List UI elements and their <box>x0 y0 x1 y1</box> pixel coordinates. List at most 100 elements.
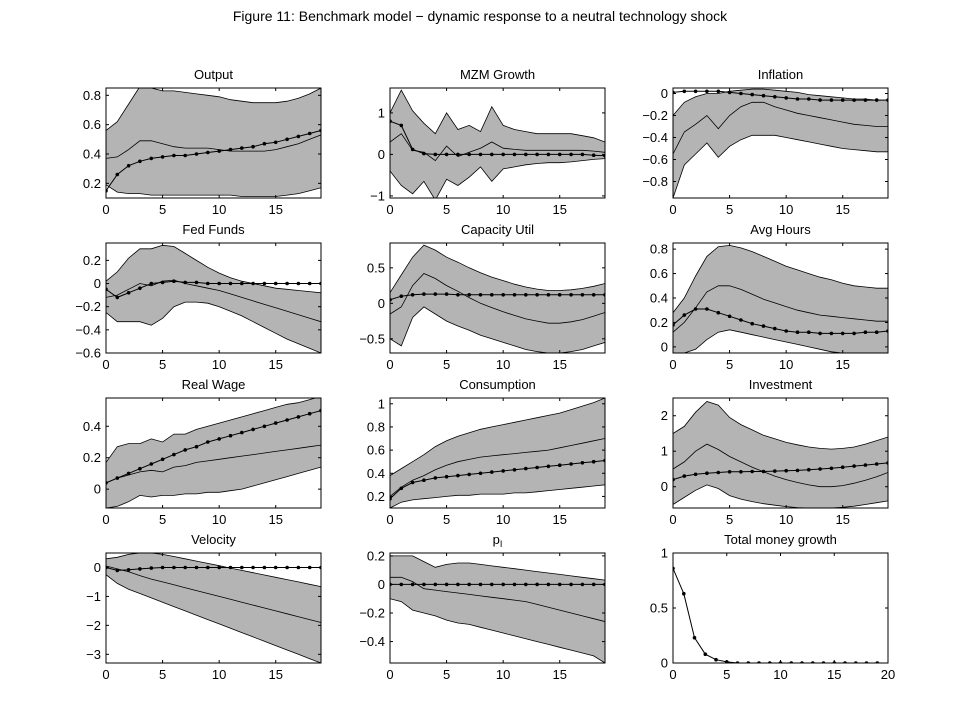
model-response-point <box>273 281 278 286</box>
model-response-point <box>217 149 221 153</box>
x-tick-label: 5 <box>443 357 450 372</box>
model-response-point <box>863 330 868 335</box>
model-response-point <box>773 95 777 99</box>
model-response-point <box>580 461 585 465</box>
model-response-point <box>546 152 551 157</box>
x-tick-label: 10 <box>779 357 793 372</box>
model-response-point <box>206 281 210 286</box>
model-response-line <box>106 410 321 484</box>
model-response-point <box>557 463 562 468</box>
x-tick-label: 0 <box>386 357 393 372</box>
model-response-point <box>126 568 131 572</box>
model-response-point <box>874 98 879 102</box>
model-response-point <box>296 415 301 419</box>
model-response-point <box>194 565 199 570</box>
x-tick-label: 15 <box>553 202 567 217</box>
model-response-point <box>840 331 845 336</box>
chart-panel: 0 5 10 15 0.2 0 −0.2 −0.4 pI <box>359 532 606 682</box>
x-tick-label: 5 <box>443 512 450 527</box>
model-response-point <box>217 437 221 441</box>
y-tick-label: 0 <box>94 560 101 575</box>
model-response-point <box>705 471 709 476</box>
model-response-point <box>807 467 811 472</box>
model-response-point <box>251 565 255 570</box>
y-tick-label: 1 <box>378 105 385 120</box>
confidence-band <box>106 553 321 663</box>
model-response-point <box>727 314 732 319</box>
chart-title: Inflation <box>758 67 804 82</box>
y-tick-label: 0.6 <box>367 443 385 458</box>
chart-title: pI <box>493 532 503 549</box>
median-response-line <box>106 565 321 623</box>
x-tick-label: 0 <box>669 357 676 372</box>
x-tick-label: 15 <box>269 512 283 527</box>
model-response-point <box>591 582 596 587</box>
chart-frame <box>105 87 322 199</box>
model-response-point <box>569 582 573 587</box>
model-response-point <box>693 307 698 311</box>
chart-plot-area <box>106 553 321 663</box>
model-response-point <box>591 153 596 157</box>
model-response-point <box>818 98 822 102</box>
x-tick-label: 15 <box>836 357 850 372</box>
y-tick-label: 0.8 <box>83 88 101 103</box>
chart-panel: 0 5 10 15 0.2 0 −0.2 −0.4 −0.6 Fed Funds <box>75 222 322 372</box>
model-response-point <box>478 293 483 297</box>
x-tick-label: 0 <box>669 667 676 682</box>
confidence-band <box>106 244 321 353</box>
model-response-point <box>285 565 289 570</box>
y-tick-label: 0 <box>378 296 385 311</box>
chart-frame <box>389 397 606 509</box>
x-tick-label: 10 <box>779 202 793 217</box>
x-tick-label: 15 <box>553 357 567 372</box>
model-response-point <box>194 444 199 449</box>
model-response-point <box>705 307 709 311</box>
x-tick-label: 5 <box>726 512 733 527</box>
chart-plot-area <box>673 566 880 663</box>
model-response-point <box>773 469 777 473</box>
model-response-point <box>795 468 800 473</box>
model-response-point <box>115 172 120 177</box>
x-tick-label: 5 <box>726 202 733 217</box>
confidence-band <box>673 244 888 353</box>
model-response-point <box>761 324 766 328</box>
model-response-point <box>739 91 743 96</box>
median-response-line <box>390 576 605 622</box>
x-tick-label: 0 <box>102 512 109 527</box>
model-response-line <box>106 280 321 298</box>
y-tick-label: 0.5 <box>650 601 668 616</box>
median-response-line <box>106 279 321 323</box>
model-response-line <box>390 460 605 500</box>
model-response-point <box>433 152 438 157</box>
x-tick-label: 5 <box>723 667 730 682</box>
model-response-point <box>172 153 176 158</box>
model-response-point <box>682 313 687 317</box>
chart-title: Avg Hours <box>750 222 811 237</box>
chart-plot-area <box>673 244 888 353</box>
x-tick-label: 10 <box>496 512 510 527</box>
model-response-point <box>456 582 460 587</box>
chart-title: Investment <box>749 377 813 392</box>
model-response-point <box>467 472 472 477</box>
chart-plot-area <box>390 244 605 353</box>
x-tick-label: 15 <box>553 512 567 527</box>
model-response-point <box>183 153 187 158</box>
model-response-point <box>569 152 573 157</box>
model-response-point <box>285 418 289 422</box>
model-response-point <box>467 582 472 587</box>
x-tick-label: 0 <box>102 667 109 682</box>
figure-title: Figure 11: Benchmark model − dynamic res… <box>232 8 728 24</box>
model-response-point <box>228 565 233 570</box>
y-tick-label: 1 <box>661 546 668 561</box>
x-tick-label: 10 <box>779 512 793 527</box>
model-response-point <box>874 330 879 335</box>
x-tick-label: 10 <box>496 202 510 217</box>
model-response-point <box>535 152 539 157</box>
chart-plot-area <box>390 89 605 198</box>
y-tick-label: 0 <box>94 482 101 497</box>
model-response-point <box>467 293 472 297</box>
model-response-point <box>251 144 255 149</box>
model-response-point <box>456 473 460 478</box>
model-response-point <box>761 469 766 474</box>
model-response-point <box>138 567 142 571</box>
